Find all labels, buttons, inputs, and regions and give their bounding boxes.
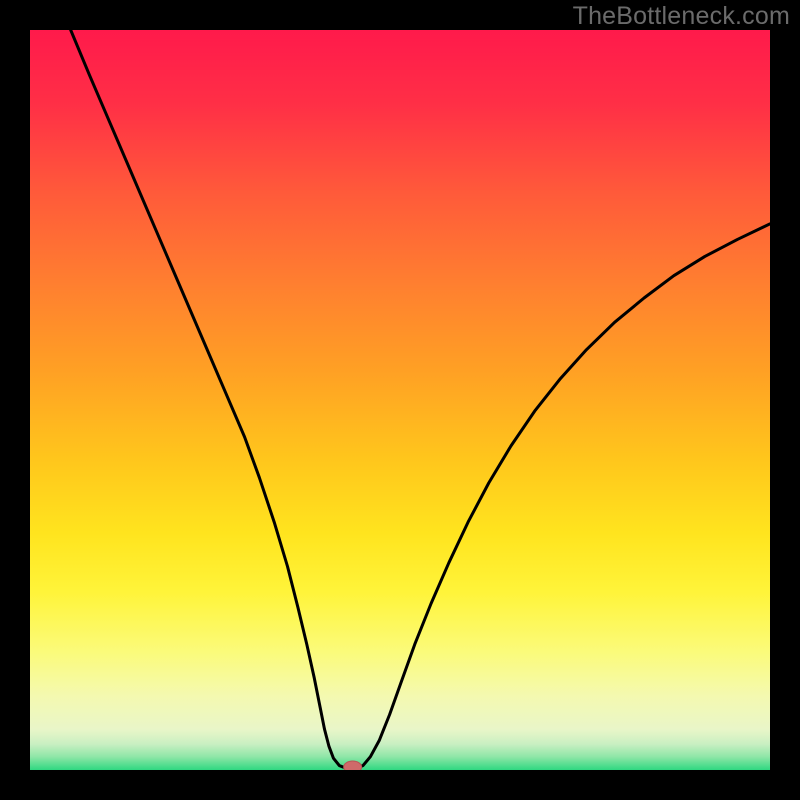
watermark-text: TheBottleneck.com <box>573 2 790 31</box>
canvas: TheBottleneck.com <box>0 0 800 800</box>
minimum-marker <box>344 761 362 770</box>
bottleneck-curve-svg <box>30 30 770 770</box>
frame-left <box>0 0 30 800</box>
bottleneck-curve <box>71 30 770 769</box>
plot-area <box>30 30 770 770</box>
frame-bottom <box>0 770 800 800</box>
frame-right <box>770 0 800 800</box>
